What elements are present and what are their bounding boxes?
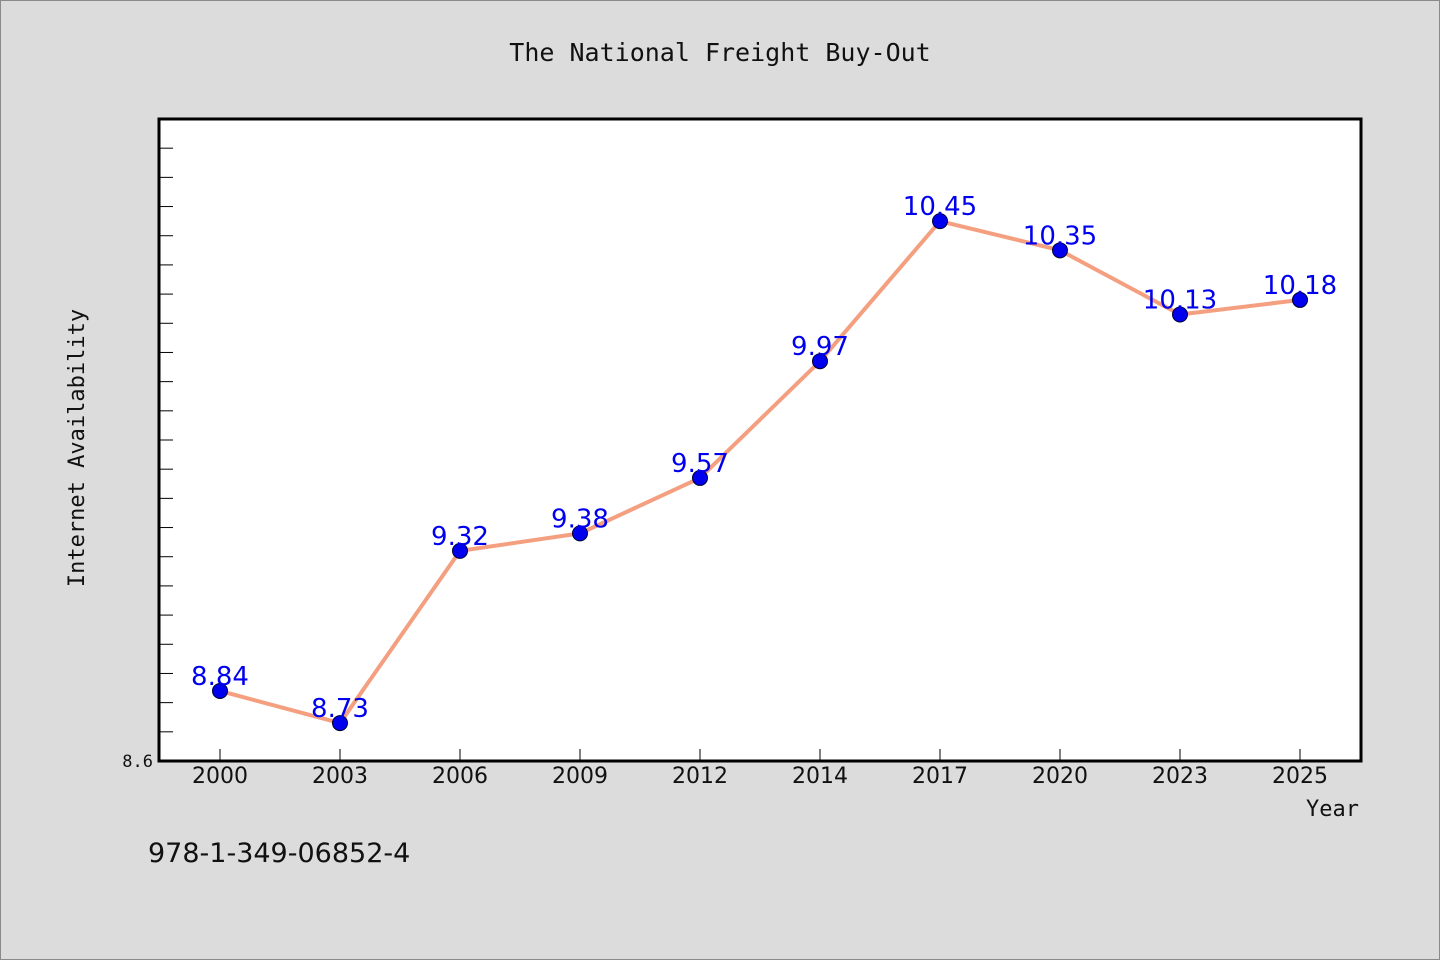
data-point-marker <box>1292 291 1308 308</box>
series-line-group <box>219 219 1301 726</box>
data-label: 10.13 <box>1143 286 1217 316</box>
data-point-marker <box>932 213 948 230</box>
data-point-marker <box>212 682 228 699</box>
data-point-marker <box>452 542 468 559</box>
data-label: 10.45 <box>903 192 977 222</box>
x-tick-label: 2006 <box>432 764 488 789</box>
x-tick-label: 2014 <box>792 764 848 789</box>
data-label: 8.84 <box>191 662 249 692</box>
data-point-marker <box>332 715 348 732</box>
data-label: 10.35 <box>1023 221 1097 251</box>
data-label: 9.97 <box>791 332 849 362</box>
y-axis-ticks: 8.6 <box>122 147 173 772</box>
data-point-marker <box>1052 242 1068 259</box>
data-label: 8.73 <box>311 694 369 724</box>
x-tick-label: 2009 <box>552 764 608 789</box>
y-axis-label: Internet Availability <box>65 309 90 587</box>
data-label: 9.38 <box>551 504 609 534</box>
chart-title: The National Freight Buy-Out <box>509 38 930 67</box>
data-label: 10.18 <box>1263 271 1337 301</box>
data-point-marker <box>812 353 828 370</box>
footnote-isbn: 978-1-349-06852-4 <box>148 838 410 869</box>
x-axis-label: Year <box>1306 797 1359 822</box>
series-line <box>219 219 1301 726</box>
y-tick-label: 8.6 <box>122 752 153 772</box>
x-tick-label: 2025 <box>1272 764 1328 789</box>
x-tick-label: 2020 <box>1032 764 1088 789</box>
data-point-marker <box>572 525 588 542</box>
x-tick-label: 2017 <box>912 764 968 789</box>
x-tick-label: 2023 <box>1152 764 1208 789</box>
data-label: 9.32 <box>431 522 489 552</box>
x-tick-label: 2003 <box>312 764 368 789</box>
data-label-group: 8.84 8.73 9.32 9.38 9.57 9.97 10.45 10.35 10.13 1… <box>191 192 1337 724</box>
x-tick-label: 2012 <box>672 764 728 789</box>
plot-area <box>157 117 1363 763</box>
x-axis-ticks: 2000 2003 2006 2009 2012 2014 2017 2020 2023 2025 <box>192 749 1328 789</box>
marker-group <box>212 213 1308 732</box>
x-tick-label: 2000 <box>192 764 248 789</box>
data-point-marker <box>692 469 708 486</box>
data-point-marker <box>1172 306 1188 323</box>
data-label: 9.57 <box>671 449 729 479</box>
